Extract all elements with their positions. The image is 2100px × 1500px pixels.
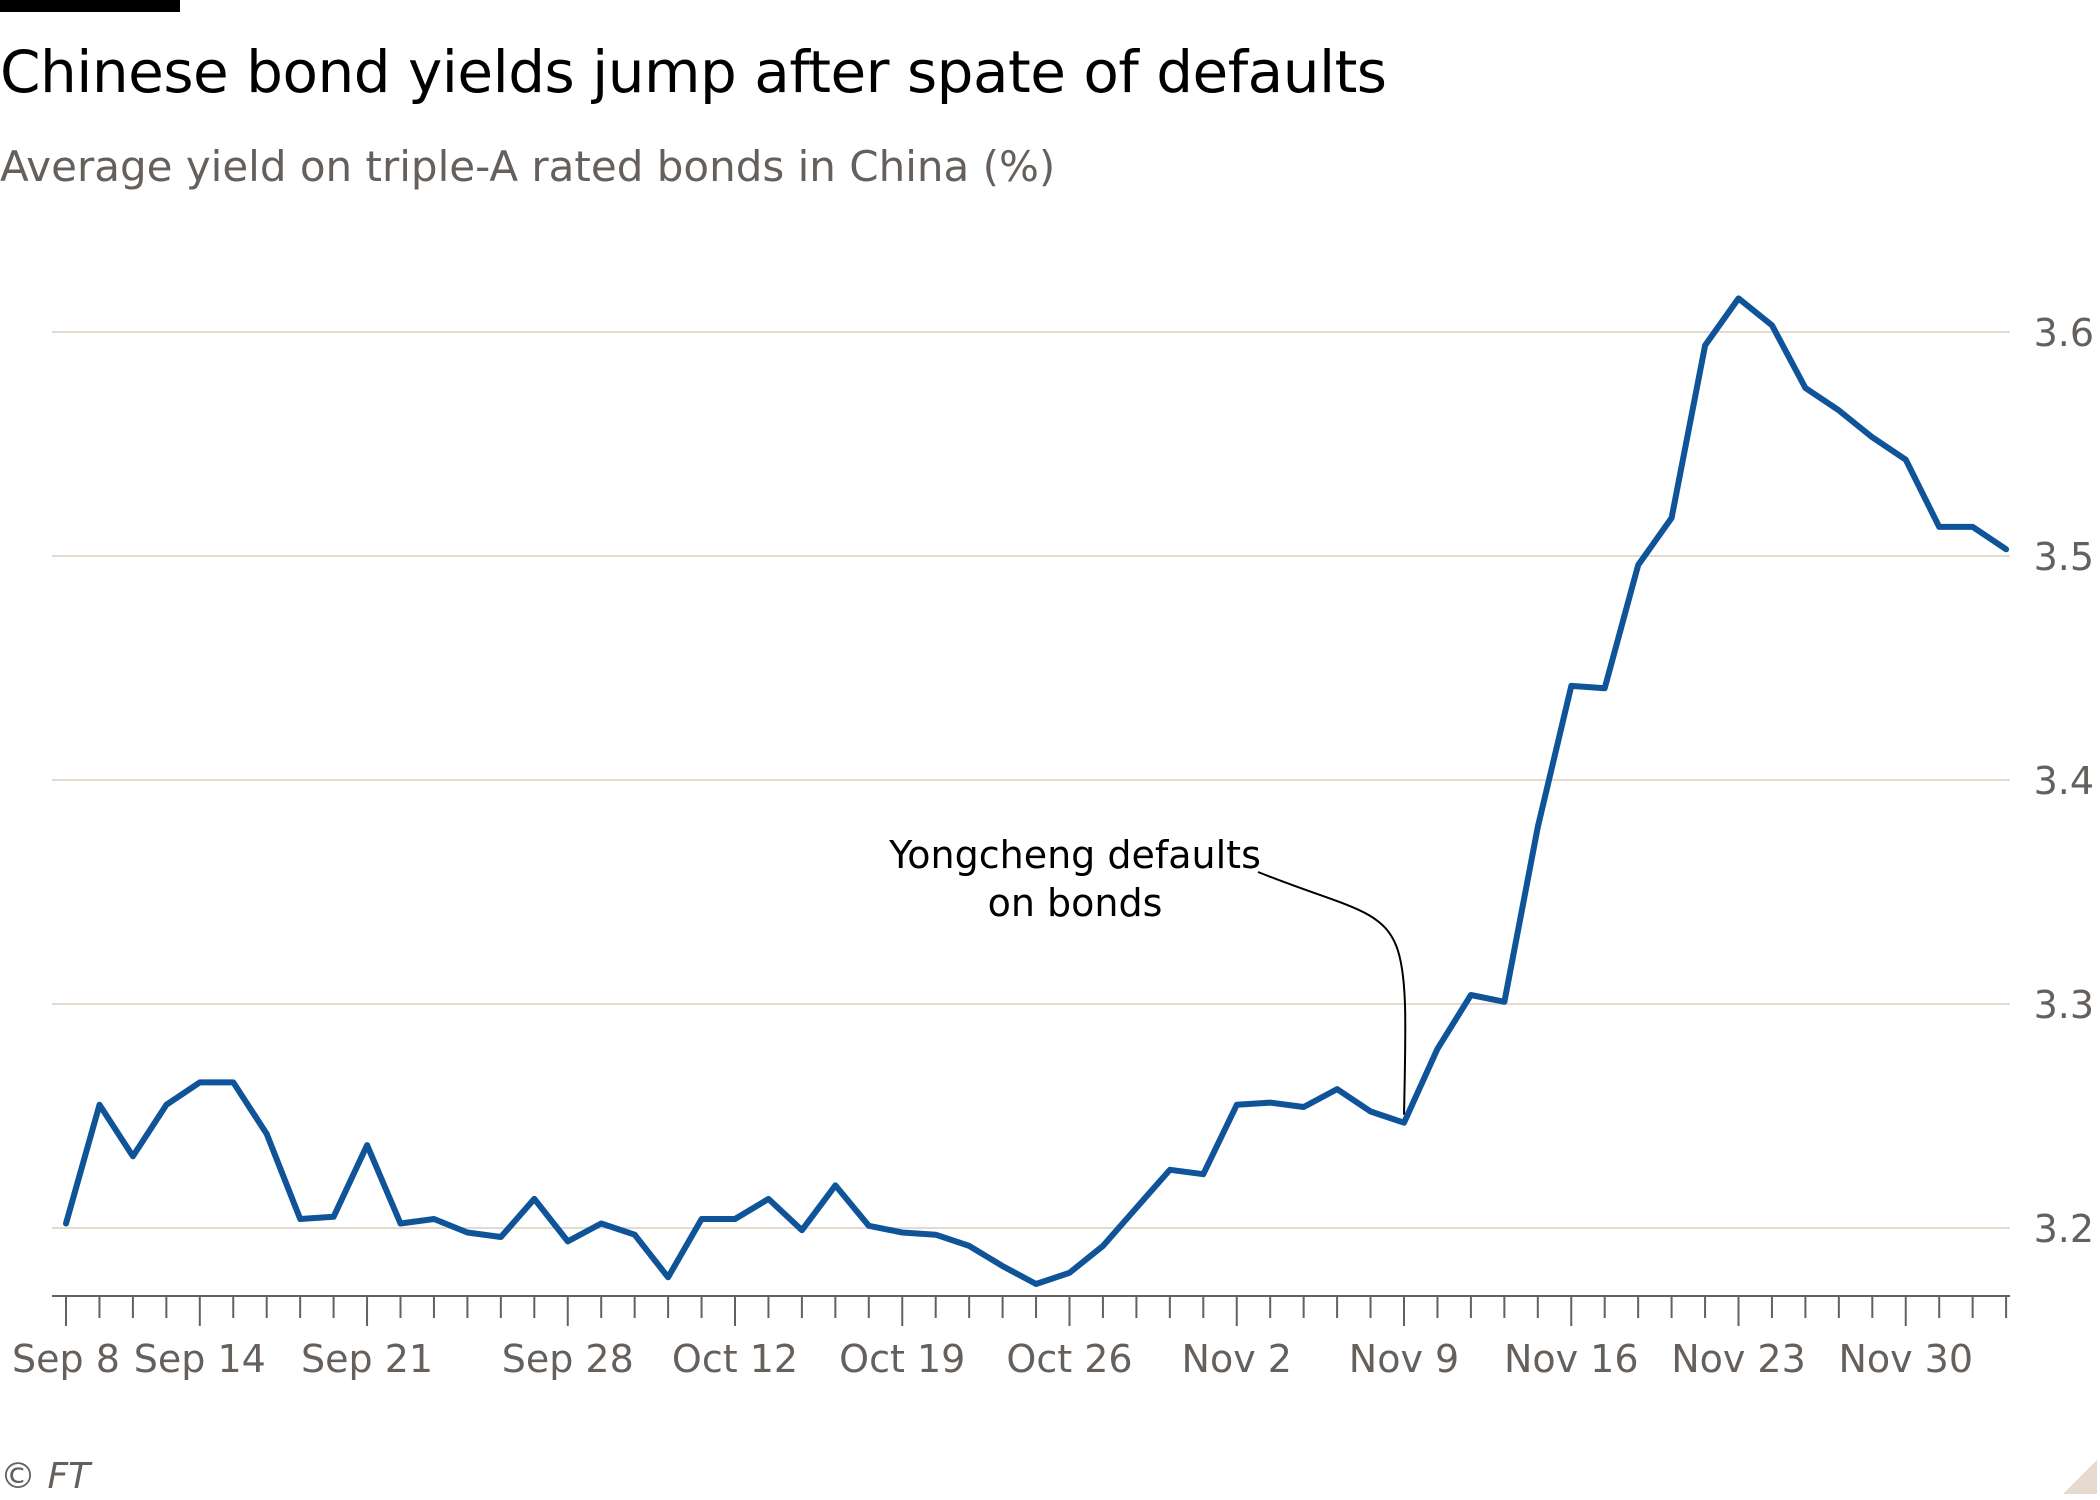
series-line <box>63 295 2010 1287</box>
corner-fold-icon <box>2063 1460 2097 1494</box>
annotations: Yongcheng defaults on bonds <box>888 833 1407 1115</box>
annotation-label: Yongcheng defaults on bonds <box>888 833 1261 925</box>
y-axis-tick-labels: 3.2 3.3 3.4 3.5 3.6 <box>2034 311 2094 1251</box>
y-tick-label: 3.3 <box>2034 983 2094 1027</box>
chart-title: Chinese bond yields jump after spate of … <box>0 38 1387 106</box>
annotation-connector <box>1257 871 1407 1115</box>
series-lines <box>63 295 2010 1287</box>
x-tick-label: Nov 2 <box>1182 1337 1292 1381</box>
y-tick-label: 3.4 <box>2034 759 2094 803</box>
x-tick-label: Nov 30 <box>1838 1337 1973 1381</box>
x-axis: Sep 8 Sep 14 Sep 21 Sep 28 Oct 12 Oct 19 Oct 2… <box>12 1295 2010 1381</box>
brand-top-bar <box>0 0 180 12</box>
y-tick-label: 3.5 <box>2034 535 2094 579</box>
x-tick-label: Sep 14 <box>134 1337 266 1381</box>
annotation-label-line: Yongcheng defaults <box>888 833 1261 877</box>
x-tick-label: Sep 8 <box>12 1337 120 1381</box>
line-chart: 3.2 3.3 3.4 3.5 3.6 Sep 8 Sep 14 Sep 21 Sep 28 O… <box>12 295 2094 1381</box>
y-tick-label: 3.6 <box>2034 311 2094 355</box>
x-tick-label: Nov 16 <box>1504 1337 1639 1381</box>
x-tick-label: Sep 28 <box>502 1337 634 1381</box>
x-tick-label: Oct 12 <box>672 1337 798 1381</box>
source-credit: © FT <box>0 1456 91 1497</box>
chart-subtitle: Average yield on triple-A rated bonds in… <box>0 142 1056 191</box>
x-tick-label: Nov 23 <box>1671 1337 1806 1381</box>
x-tick-label: Oct 26 <box>1006 1337 1132 1381</box>
x-tick-label: Nov 9 <box>1349 1337 1459 1381</box>
x-tick-label: Sep 21 <box>301 1337 433 1381</box>
annotation-label-line: on bonds <box>988 881 1163 925</box>
y-tick-label: 3.2 <box>2034 1207 2094 1251</box>
x-tick-label: Oct 19 <box>839 1337 965 1381</box>
gridlines <box>52 331 2010 1229</box>
